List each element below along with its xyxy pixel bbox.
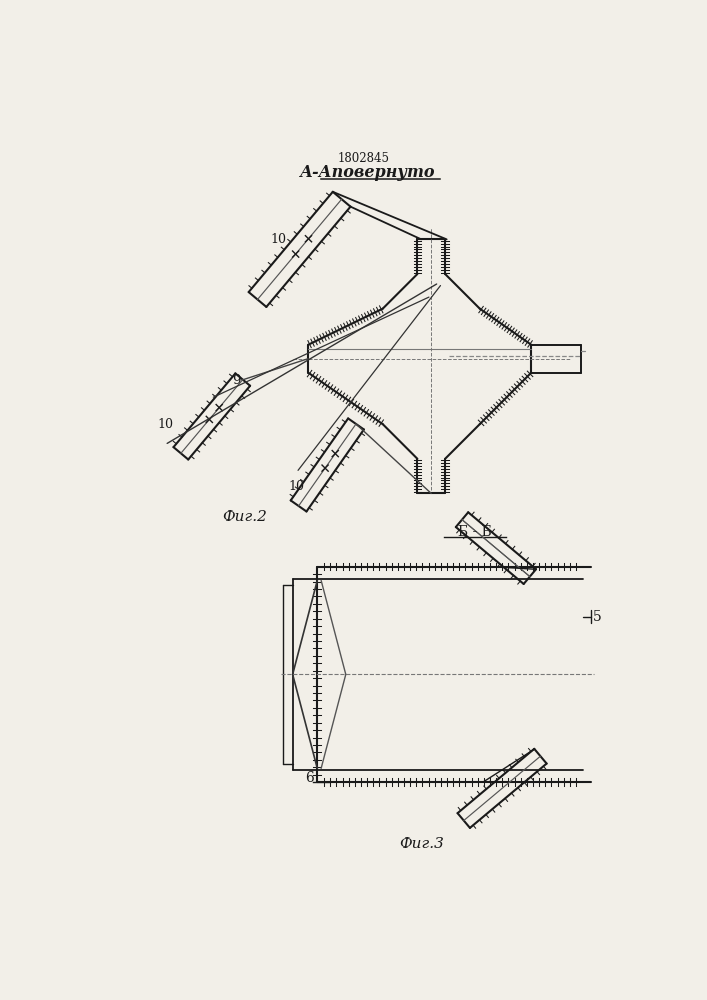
- Text: 6: 6: [305, 771, 313, 785]
- Text: 10: 10: [157, 418, 173, 431]
- Text: 9: 9: [232, 374, 240, 387]
- Text: 10: 10: [288, 480, 305, 493]
- Text: Фиг.2: Фиг.2: [222, 510, 267, 524]
- Text: 1802845: 1802845: [337, 152, 390, 165]
- Text: Б - Б: Б - Б: [458, 525, 492, 539]
- Text: 5: 5: [593, 610, 602, 624]
- Text: Фиг.3: Фиг.3: [399, 837, 444, 851]
- Text: А-Аповернуто: А-Аповернуто: [300, 164, 435, 181]
- Text: 10: 10: [271, 233, 286, 246]
